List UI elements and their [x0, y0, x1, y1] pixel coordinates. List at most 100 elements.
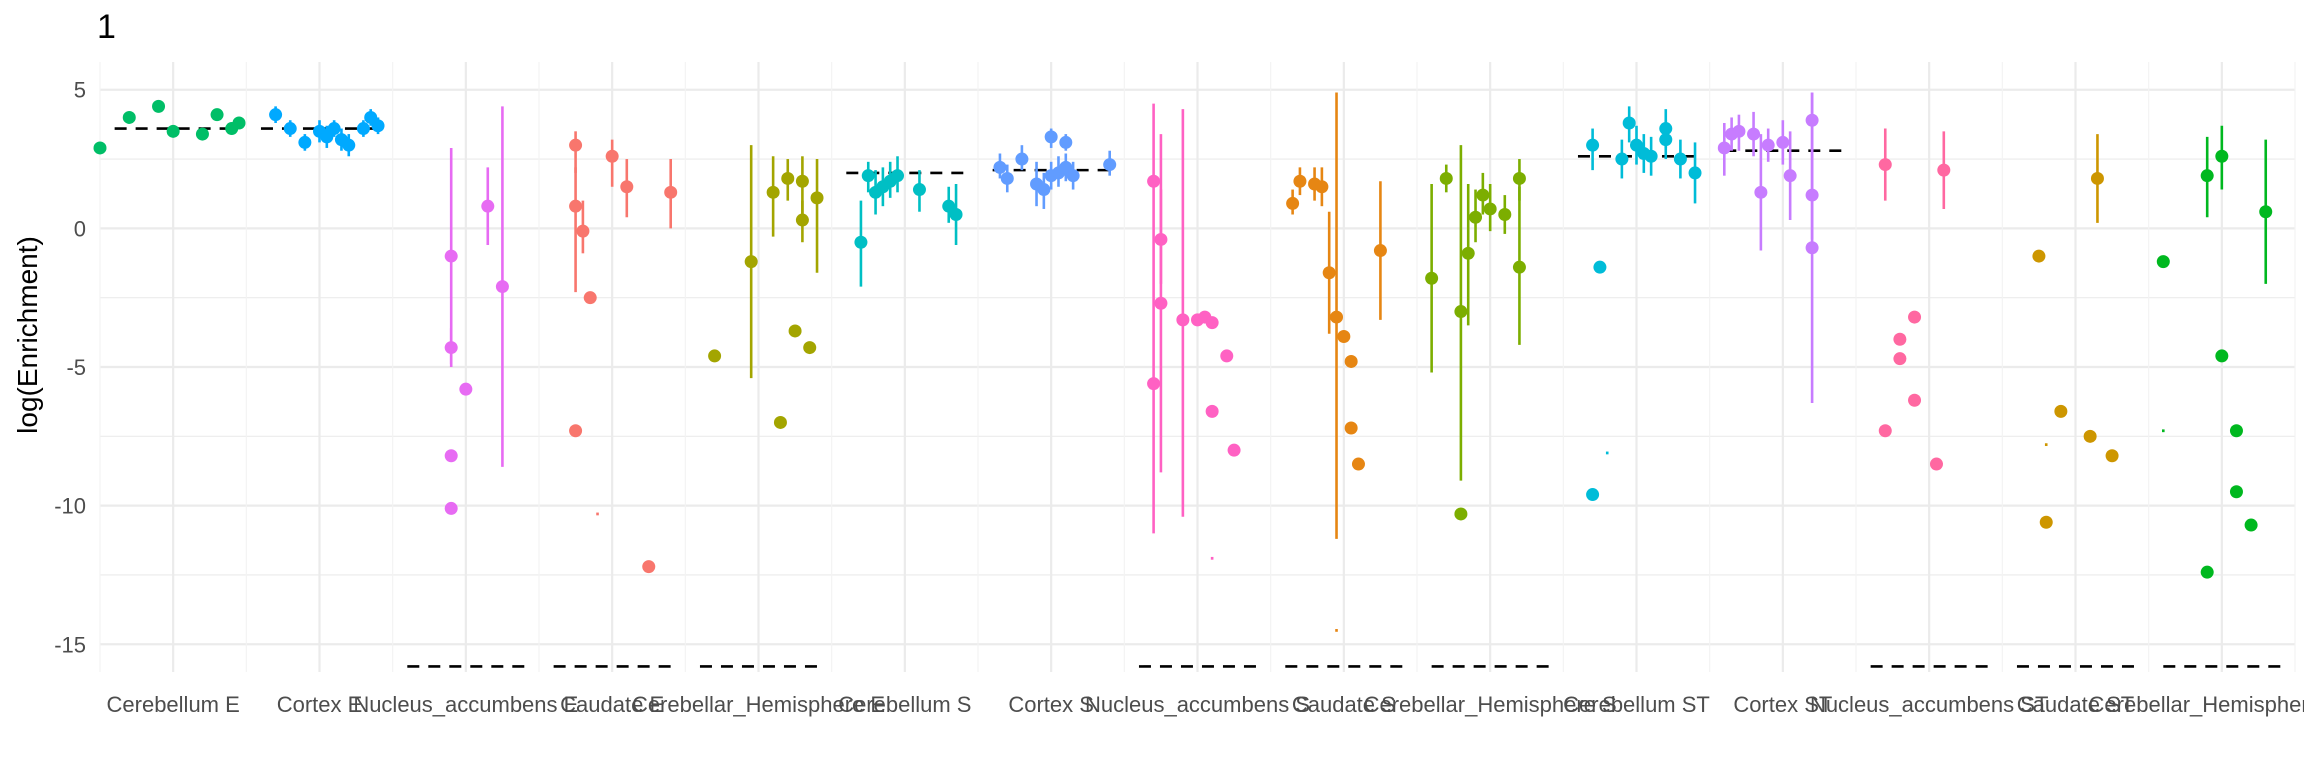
data-point — [569, 138, 583, 152]
data-marks — [93, 92, 2281, 668]
data-point — [583, 291, 597, 305]
data-point — [1761, 138, 1775, 152]
data-point — [2083, 429, 2097, 443]
data-point — [1688, 166, 1702, 180]
x-tick-label: Caudate ST — [2017, 692, 2134, 717]
data-point — [1476, 188, 1490, 202]
data-point — [1344, 421, 1358, 435]
data-point — [1059, 135, 1073, 149]
data-point — [744, 255, 758, 269]
data-point — [1103, 158, 1117, 172]
data-point — [1893, 352, 1907, 366]
data-point — [1351, 457, 1365, 471]
data-point — [569, 424, 583, 438]
data-point — [1586, 138, 1600, 152]
data-point — [569, 199, 583, 213]
y-tick-label: -5 — [66, 355, 86, 380]
data-point — [1000, 171, 1014, 185]
data-point — [773, 415, 787, 429]
data-point — [2229, 424, 2243, 438]
data-point — [444, 249, 458, 263]
data-point — [620, 180, 634, 194]
data-point — [1147, 174, 1161, 188]
data-point — [788, 324, 802, 338]
data-point — [2215, 149, 2229, 163]
data-point — [1044, 130, 1058, 144]
x-tick-label: Cerebellum ST — [1563, 692, 1710, 717]
data-point — [481, 199, 495, 213]
x-tick-label: Cortex ST — [1733, 692, 1832, 717]
x-tick-label: Cerebellar_Hemisphere E — [632, 692, 885, 717]
data-point — [1512, 260, 1526, 274]
x-tick-label: Caudate E — [560, 692, 664, 717]
data-point — [1937, 163, 1951, 177]
x-tick-label: Cortex E — [277, 692, 363, 717]
data-point — [166, 124, 180, 138]
data-point — [1615, 152, 1629, 166]
data-point — [795, 174, 809, 188]
data-point — [1293, 174, 1307, 188]
x-tick-label: Cortex S — [1008, 692, 1094, 717]
data-point — [269, 108, 283, 122]
data-point — [2200, 169, 2214, 183]
data-point — [1483, 202, 1497, 216]
data-point — [1205, 316, 1219, 330]
data-point — [1929, 457, 1943, 471]
data-point — [1498, 208, 1512, 221]
data-point — [342, 138, 356, 152]
data-point — [444, 341, 458, 355]
data-point — [2259, 205, 2273, 219]
data-point — [1315, 180, 1329, 194]
y-tick-label: -10 — [54, 494, 86, 519]
data-point — [642, 560, 656, 574]
data-point — [1425, 271, 1439, 285]
data-point — [1454, 305, 1468, 319]
data-point — [495, 280, 509, 294]
data-point — [1776, 135, 1790, 149]
data-point — [1908, 310, 1922, 324]
data-point — [232, 116, 246, 130]
data-point — [1717, 141, 1731, 155]
data-point — [949, 208, 963, 221]
x-tick-label: Caudate S — [1292, 692, 1396, 717]
data-point — [1586, 488, 1600, 502]
data-point — [1015, 152, 1029, 166]
data-point — [1439, 171, 1453, 185]
x-tick-label: Cerebellar_Hemisphere S — [1364, 692, 1617, 717]
data-point — [210, 108, 224, 122]
data-point — [93, 141, 107, 155]
data-point — [708, 349, 722, 363]
data-point — [122, 110, 136, 124]
data-point — [1512, 171, 1526, 185]
data-point — [2039, 515, 2053, 529]
data-point — [1754, 185, 1768, 199]
data-point — [854, 235, 868, 249]
data-point — [1469, 210, 1483, 224]
x-tick-label: Nucleus_accumbens E — [353, 692, 578, 717]
data-point — [1878, 158, 1892, 172]
data-point — [2054, 404, 2068, 418]
data-point — [1878, 424, 1892, 438]
data-point — [444, 449, 458, 463]
data-point — [1330, 310, 1344, 324]
data-point — [1322, 266, 1336, 280]
data-point — [1908, 393, 1922, 407]
data-point — [1644, 149, 1658, 163]
y-tick-label: 0 — [74, 216, 86, 241]
y-tick-label: -15 — [54, 632, 86, 657]
data-point — [781, 171, 795, 185]
data-point — [444, 501, 458, 515]
data-point — [1732, 124, 1746, 138]
data-point — [2244, 518, 2258, 532]
data-point — [766, 185, 780, 199]
x-tick-label: Nucleus_accumbens ST — [1810, 692, 2048, 717]
data-point — [1147, 377, 1161, 391]
data-point — [2229, 485, 2243, 499]
data-point — [298, 135, 312, 149]
data-point — [993, 160, 1007, 174]
data-point — [1337, 330, 1351, 343]
data-point — [1286, 196, 1300, 210]
data-point — [1220, 349, 1234, 363]
